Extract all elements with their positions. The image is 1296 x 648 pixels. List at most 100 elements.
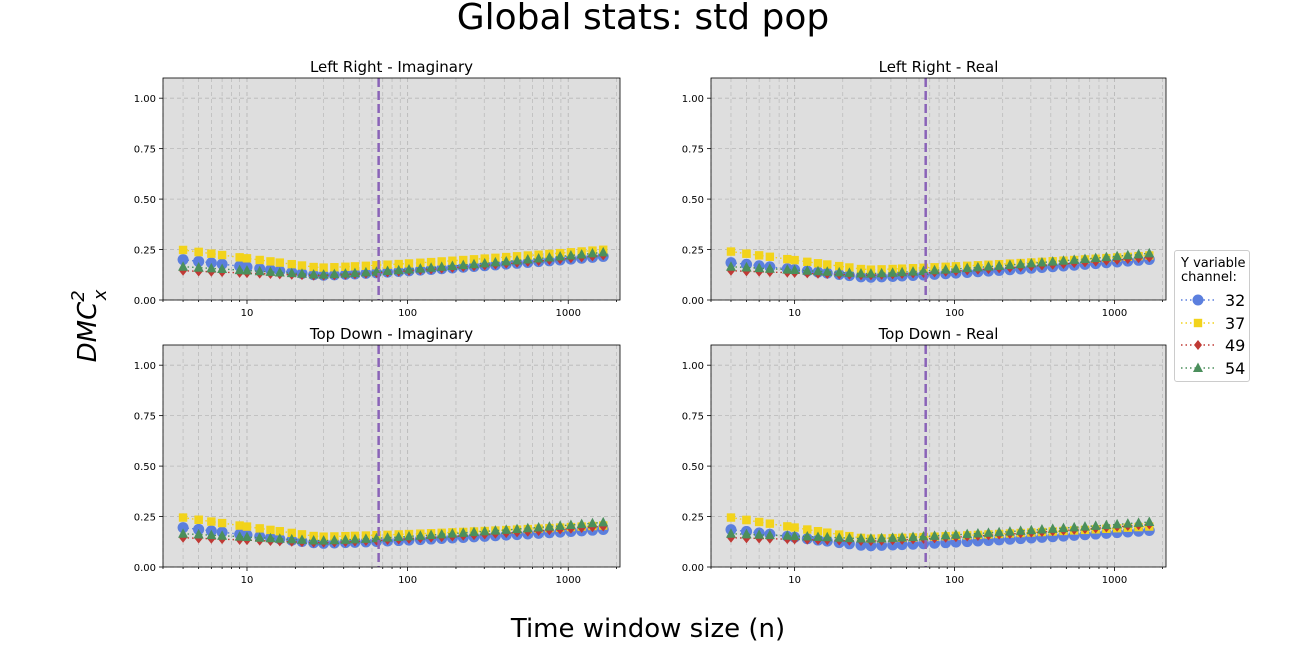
data-point <box>217 518 227 528</box>
subplot-1: 0.00 0.25 0.50 0.75 1.00 10 100 1000 Left Right … <box>134 58 621 319</box>
data-point <box>383 260 392 269</box>
legend-label: 54 <box>1225 358 1246 378</box>
data-point <box>865 533 876 543</box>
y-tick-label: 1.00 <box>134 94 156 105</box>
data-point <box>876 267 887 278</box>
data-point <box>340 268 351 278</box>
data-point <box>598 516 609 527</box>
data-point <box>206 529 217 540</box>
data-point <box>319 263 328 272</box>
data-point <box>235 253 244 262</box>
series-54 <box>178 246 609 279</box>
data-point <box>193 262 204 272</box>
data-point <box>533 521 544 532</box>
data-point <box>1026 524 1037 535</box>
data-point <box>790 523 799 532</box>
data-point <box>361 261 371 271</box>
data-point <box>1144 247 1155 258</box>
data-point <box>341 262 350 271</box>
legend-marker <box>1192 294 1204 306</box>
data-point <box>544 252 555 262</box>
data-point <box>512 523 523 534</box>
x-tick-label: 10 <box>788 308 801 319</box>
data-point <box>329 534 340 545</box>
data-point <box>742 515 751 525</box>
data-point <box>394 259 403 269</box>
data-point <box>726 247 736 256</box>
data-point <box>329 268 340 279</box>
subplot-4: 0.00 0.25 0.50 0.75 1.00 10 100 1000 Top Down - … <box>682 325 1167 586</box>
legend-title-line1: Y variable <box>1181 256 1246 271</box>
legend-label: 49 <box>1225 336 1246 355</box>
data-point <box>1047 256 1058 266</box>
data-point <box>823 260 832 269</box>
data-point <box>765 519 775 528</box>
data-point <box>360 533 371 543</box>
data-point <box>555 520 566 530</box>
data-point <box>555 251 566 261</box>
data-point <box>287 259 296 269</box>
data-point <box>382 265 393 275</box>
data-point <box>754 251 764 260</box>
y-tick-label: 0.50 <box>134 195 156 206</box>
plot-frame <box>710 344 1167 568</box>
data-point <box>908 266 919 276</box>
data-point <box>876 532 887 543</box>
data-point <box>193 255 205 267</box>
data-point <box>275 527 284 536</box>
data-point <box>206 262 217 273</box>
data-point <box>297 530 307 539</box>
data-point <box>178 261 189 271</box>
data-point <box>274 266 285 277</box>
data-point <box>490 256 501 267</box>
x-tick-label: 100 <box>945 575 964 586</box>
data-point <box>887 532 898 542</box>
data-point <box>349 267 360 278</box>
data-point <box>764 529 775 540</box>
data-point <box>544 521 555 531</box>
data-point <box>835 261 844 271</box>
data-point <box>725 261 736 271</box>
data-point <box>587 247 598 258</box>
y-axis-label-base: DMC <box>73 301 103 362</box>
series-54 <box>178 516 609 545</box>
data-point <box>1101 519 1112 530</box>
data-point <box>393 531 404 542</box>
y-tick-label: 0.25 <box>134 246 156 257</box>
legend-item-49: 49 <box>1179 334 1247 356</box>
data-point <box>742 249 751 258</box>
y-tick-label: 0.50 <box>134 462 156 473</box>
data-point <box>1101 251 1112 262</box>
figure-title: Global stats: std pop <box>457 0 830 38</box>
data-point <box>297 261 307 270</box>
x-tick-label: 100 <box>945 308 964 319</box>
data-point <box>360 266 371 277</box>
data-point <box>790 255 799 265</box>
data-point <box>865 268 876 278</box>
data-point <box>940 529 951 540</box>
data-point <box>802 531 813 541</box>
data-point <box>887 267 898 277</box>
data-point <box>426 262 437 272</box>
y-tick-label: 0.75 <box>134 412 156 423</box>
data-point <box>1069 521 1080 532</box>
data-point <box>177 522 189 534</box>
data-point <box>1004 259 1015 270</box>
subplot-grid: 0.00 0.25 0.50 0.75 1.00 10 100 1000 Left Right … <box>134 58 1167 586</box>
series-line <box>730 252 1150 275</box>
data-point <box>565 519 576 529</box>
x-tick-label: 1000 <box>556 575 581 586</box>
data-point <box>309 262 318 272</box>
x-axis-label: Time window size (n) <box>510 614 785 644</box>
data-point <box>897 266 908 277</box>
data-point <box>754 529 765 539</box>
y-tick-label: 0.00 <box>134 296 156 307</box>
subplot-3: 0.00 0.25 0.50 0.75 1.00 10 100 1000 Top Down - … <box>134 325 621 586</box>
data-point <box>844 532 855 543</box>
data-point <box>254 532 265 542</box>
y-tick-label: 0.75 <box>682 412 704 423</box>
data-point <box>458 527 469 537</box>
data-point <box>1036 257 1047 267</box>
y-axis-label: DMC2x <box>68 289 111 362</box>
